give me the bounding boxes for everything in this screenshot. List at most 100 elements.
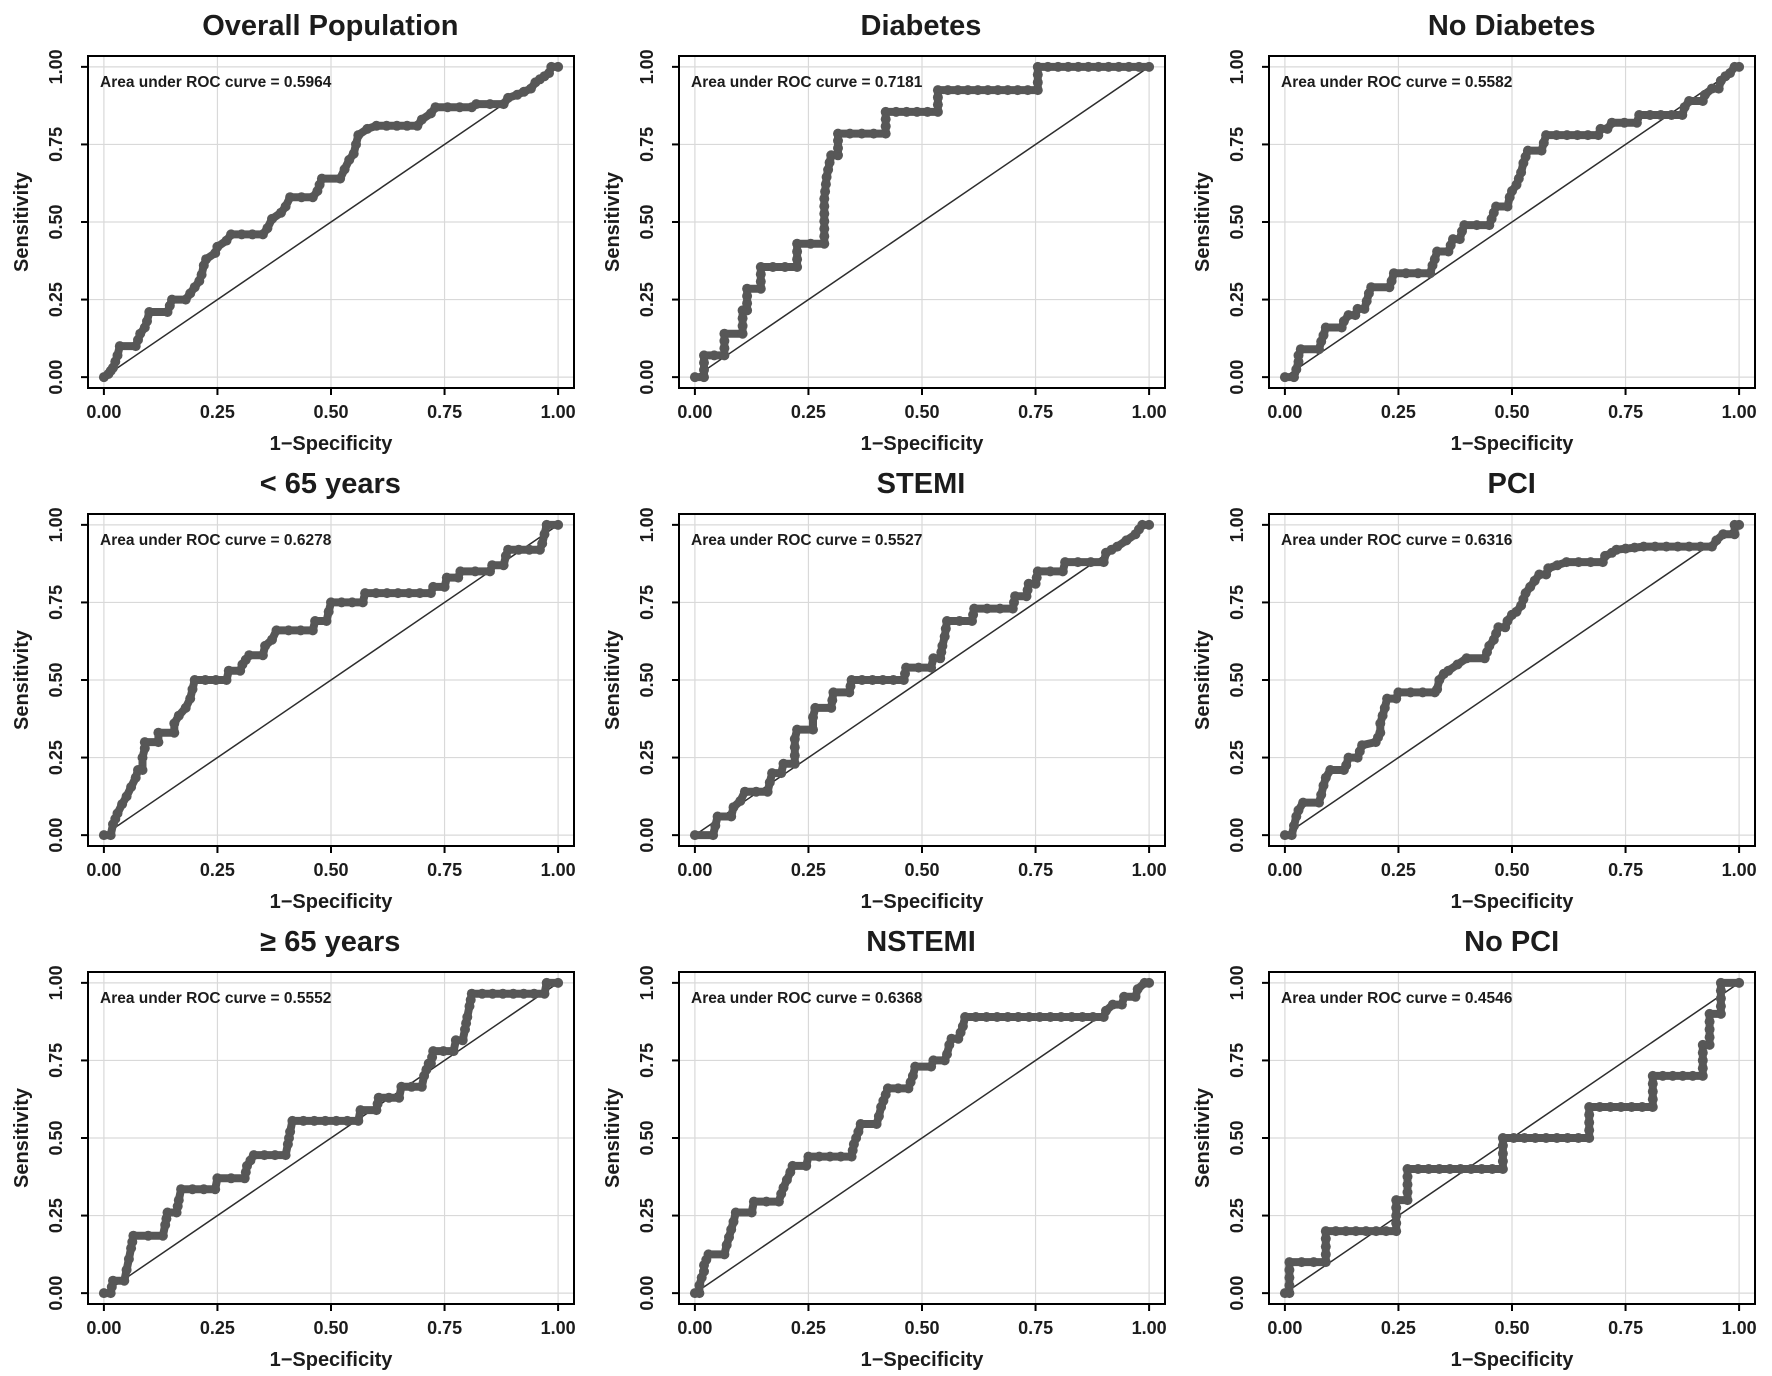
panel-title: No PCI — [1464, 926, 1560, 958]
x-tick-label: 0.50 — [1495, 1318, 1530, 1338]
x-axis-title: 1−Specificity — [1451, 433, 1575, 455]
x-tick-label: 0.25 — [791, 1318, 826, 1338]
x-tick-label: 0.00 — [1268, 1318, 1303, 1338]
panel-title: ≥ 65 years — [260, 926, 401, 958]
x-tick-label: 1.00 — [1131, 402, 1166, 422]
y-tick-label: 0.50 — [46, 204, 66, 239]
roc-curve-markers — [1280, 61, 1745, 383]
y-tick-label: 1.00 — [1227, 49, 1247, 84]
roc-chart: Area under ROC curve = 0.6278 0.00 0.25 0.5… — [11, 507, 576, 913]
y-tick-label: 0.75 — [46, 127, 66, 162]
roc-chart: Area under ROC curve = 0.6316 0.00 0.25 0.5… — [1192, 507, 1757, 913]
y-axis-title: Sensitivity — [602, 629, 624, 730]
x-tick-label: 0.75 — [1608, 860, 1643, 880]
roc-curve-markers — [98, 519, 564, 841]
auc-annotation: Area under ROC curve = 0.5964 — [100, 74, 332, 91]
auc-annotation: Area under ROC curve = 0.6316 — [1281, 532, 1513, 549]
x-tick-label: 0.00 — [1268, 860, 1303, 880]
x-axis-title: 1−Specificity — [270, 1349, 394, 1371]
x-tick-label: 0.00 — [86, 860, 121, 880]
x-tick-label: 0.75 — [427, 860, 462, 880]
x-tick-label: 0.50 — [1495, 860, 1530, 880]
x-tick-label: 1.00 — [1722, 402, 1757, 422]
y-tick-label: 0.75 — [46, 585, 66, 620]
auc-annotation: Area under ROC curve = 0.5582 — [1281, 74, 1512, 91]
x-tick-label: 0.75 — [1608, 402, 1643, 422]
y-tick-label: 0.50 — [637, 662, 657, 697]
x-axis-title: 1−Specificity — [1451, 1349, 1575, 1371]
roc-curve-line — [1281, 520, 1744, 840]
reference-diagonal-line — [103, 524, 559, 836]
roc-chart: Area under ROC curve = 0.5582 0.00 0.25 0.5… — [1192, 49, 1757, 455]
roc-curve-markers — [98, 61, 564, 383]
y-tick-label: 0.25 — [46, 1198, 66, 1233]
roc-panel-65-years: ≥ 65 years Area under ROC curve = 0.5552… — [0, 916, 591, 1374]
y-tick-label: 0.25 — [1227, 740, 1247, 775]
x-tick-label: 0.75 — [1608, 1318, 1643, 1338]
roc-panel-overall-population: Overall Population Area under ROC curve … — [0, 0, 591, 458]
x-tick-label: 0.75 — [1018, 860, 1053, 880]
y-tick-label: 0.50 — [637, 204, 657, 239]
y-tick-label: 1.00 — [637, 965, 657, 1000]
x-tick-label: 0.00 — [677, 402, 712, 422]
y-tick-label: 0.75 — [1227, 1043, 1247, 1078]
x-axis-title: 1−Specificity — [270, 433, 394, 455]
y-tick-label: 0.75 — [46, 1043, 66, 1078]
panel-title: STEMI — [876, 468, 966, 500]
roc-chart: Area under ROC curve = 0.5964 0.00 0.25 0.5… — [11, 49, 576, 455]
x-tick-label: 0.50 — [904, 402, 939, 422]
reference-diagonal-line — [103, 982, 559, 1294]
x-tick-label: 0.00 — [86, 402, 121, 422]
y-axis-title: Sensitivity — [11, 1087, 33, 1188]
y-axis-title: Sensitivity — [1192, 1087, 1214, 1188]
roc-panel-nstemi: NSTEMI Area under ROC curve = 0.6368 0.00… — [590, 916, 1182, 1374]
x-tick-label: 0.25 — [791, 402, 826, 422]
y-tick-label: 0.50 — [637, 1120, 657, 1155]
y-tick-label: 0.75 — [1227, 585, 1247, 620]
x-tick-label: 1.00 — [541, 1318, 576, 1338]
y-axis-title: Sensitivity — [11, 171, 33, 272]
x-tick-label: 0.00 — [86, 1318, 121, 1338]
roc-chart: Area under ROC curve = 0.5527 0.00 0.25 0.5… — [602, 507, 1167, 913]
y-tick-label: 0.00 — [637, 1276, 657, 1311]
x-tick-label: 0.50 — [313, 1318, 348, 1338]
roc-panel-no-pci: No PCI Area under ROC curve = 0.4546 0.00… — [1181, 916, 1772, 1374]
x-tick-label: 0.25 — [1381, 860, 1416, 880]
y-tick-label: 0.25 — [1227, 1198, 1247, 1233]
y-tick-label: 0.00 — [46, 1276, 66, 1311]
x-tick-label: 1.00 — [541, 402, 576, 422]
roc-curve-markers — [689, 519, 1154, 841]
y-tick-label: 0.50 — [1227, 204, 1247, 239]
auc-annotation: Area under ROC curve = 0.5552 — [100, 990, 331, 1007]
roc-curve-markers — [1280, 519, 1745, 841]
panel-title: Diabetes — [860, 10, 982, 42]
roc-chart: Area under ROC curve = 0.4546 0.00 0.25 0.5… — [1192, 965, 1757, 1371]
x-tick-label: 0.75 — [427, 1318, 462, 1338]
x-tick-label: 0.00 — [677, 860, 712, 880]
x-tick-label: 1.00 — [541, 860, 576, 880]
panel-title: No Diabetes — [1427, 10, 1596, 42]
roc-curve-markers — [98, 977, 564, 1299]
y-tick-label: 1.00 — [46, 965, 66, 1000]
y-tick-label: 0.25 — [46, 282, 66, 317]
y-tick-label: 0.50 — [1227, 662, 1247, 697]
x-tick-label: 0.75 — [1018, 1318, 1053, 1338]
x-tick-label: 1.00 — [1722, 860, 1757, 880]
y-axis-title: Sensitivity — [11, 629, 33, 730]
roc-curve-markers — [689, 977, 1154, 1299]
y-tick-label: 1.00 — [46, 49, 66, 84]
y-tick-label: 1.00 — [637, 507, 657, 542]
y-axis-title: Sensitivity — [1192, 629, 1214, 730]
roc-panel-65-years: < 65 years Area under ROC curve = 0.6278… — [0, 458, 591, 916]
auc-annotation: Area under ROC curve = 0.7181 — [691, 74, 923, 91]
y-tick-label: 0.75 — [637, 1043, 657, 1078]
panel-title: Overall Population — [202, 10, 459, 42]
x-tick-label: 0.00 — [677, 1318, 712, 1338]
auc-annotation: Area under ROC curve = 0.6278 — [100, 532, 332, 549]
x-tick-label: 0.75 — [1018, 402, 1053, 422]
y-axis-title: Sensitivity — [602, 1087, 624, 1188]
reference-diagonal-line — [103, 66, 559, 378]
x-tick-label: 0.25 — [1381, 402, 1416, 422]
y-tick-label: 0.00 — [1227, 360, 1247, 395]
